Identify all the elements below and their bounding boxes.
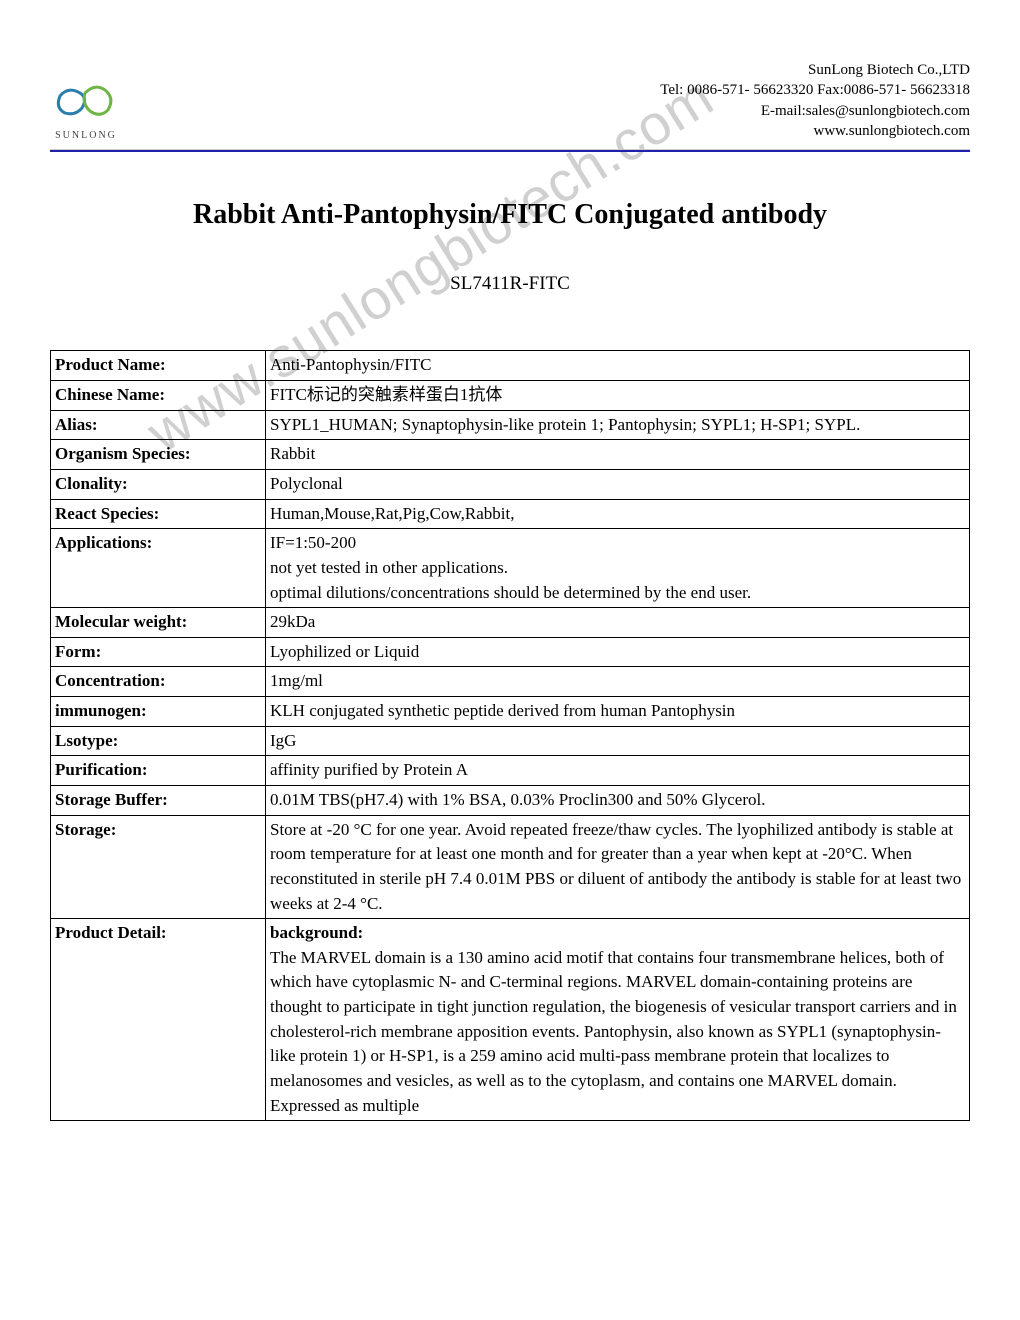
row-label: Clonality: (51, 469, 266, 499)
row-value: FITC标记的突触素样蛋白1抗体 (266, 381, 970, 411)
logo: SUNLONG (50, 78, 122, 141)
row-value: background: The MARVEL domain is a 130 am… (266, 919, 970, 1121)
row-value: Anti-Pantophysin/FITC (266, 351, 970, 381)
row-label: Product Name: (51, 351, 266, 381)
row-value: 0.01M TBS(pH7.4) with 1% BSA, 0.03% Proc… (266, 786, 970, 816)
table-row: Lsotype:IgG (51, 726, 970, 756)
row-value: Polyclonal (266, 469, 970, 499)
table-row: Storage Buffer:0.01M TBS(pH7.4) with 1% … (51, 786, 970, 816)
company-name: SunLong Biotech Co.,LTD (660, 60, 970, 80)
row-label: Form: (51, 637, 266, 667)
table-row: Clonality:Polyclonal (51, 469, 970, 499)
row-label: Chinese Name: (51, 381, 266, 411)
table-row: Applications:IF=1:50-200not yet tested i… (51, 529, 970, 608)
page-title: Rabbit Anti-Pantophysin/FITC Conjugated … (50, 197, 970, 233)
row-value: Lyophilized or Liquid (266, 637, 970, 667)
row-value: Store at -20 °C for one year. Avoid repe… (266, 815, 970, 919)
table-row: Concentration:1mg/ml (51, 667, 970, 697)
table-row: React Species:Human,Mouse,Rat,Pig,Cow,Ra… (51, 499, 970, 529)
logo-icon (50, 78, 122, 128)
company-tel: Tel: 0086-571- 56623320 Fax:0086-571- 56… (660, 80, 970, 100)
spec-table: Product Name:Anti-Pantophysin/FITCChines… (50, 350, 970, 1121)
row-label: Lsotype: (51, 726, 266, 756)
row-label: Storage: (51, 815, 266, 919)
row-label: immunogen: (51, 697, 266, 727)
row-label: Storage Buffer: (51, 786, 266, 816)
row-label: Applications: (51, 529, 266, 608)
header-divider (50, 149, 970, 152)
row-label: React Species: (51, 499, 266, 529)
table-row: Storage:Store at -20 °C for one year. Av… (51, 815, 970, 919)
table-row: Form:Lyophilized or Liquid (51, 637, 970, 667)
table-row: immunogen:KLH conjugated synthetic pepti… (51, 697, 970, 727)
product-code: SL7411R-FITC (50, 273, 970, 295)
row-value: affinity purified by Protein A (266, 756, 970, 786)
table-row: Organism Species:Rabbit (51, 440, 970, 470)
row-value: IgG (266, 726, 970, 756)
company-email: E-mail:sales@sunlongbiotech.com (660, 101, 970, 121)
row-value: Human,Mouse,Rat,Pig,Cow,Rabbit, (266, 499, 970, 529)
table-row: Product Detail:background: The MARVEL dom… (51, 919, 970, 1121)
detail-heading: background: (270, 923, 363, 942)
row-label: Alias: (51, 410, 266, 440)
row-label: Concentration: (51, 667, 266, 697)
table-row: Product Name:Anti-Pantophysin/FITC (51, 351, 970, 381)
row-value: IF=1:50-200not yet tested in other appli… (266, 529, 970, 608)
detail-text: The MARVEL domain is a 130 amino acid mo… (270, 948, 957, 1115)
row-label: Product Detail: (51, 919, 266, 1121)
row-value: SYPL1_HUMAN; Synaptophysin-like protein … (266, 410, 970, 440)
table-row: Alias:SYPL1_HUMAN; Synaptophysin-like pr… (51, 410, 970, 440)
row-value: 1mg/ml (266, 667, 970, 697)
row-value: 29kDa (266, 608, 970, 638)
table-row: Molecular weight:29kDa (51, 608, 970, 638)
row-label: Organism Species: (51, 440, 266, 470)
page-header: SUNLONG SunLong Biotech Co.,LTD Tel: 008… (50, 60, 970, 141)
row-value: Rabbit (266, 440, 970, 470)
row-label: Molecular weight: (51, 608, 266, 638)
logo-text: SUNLONG (55, 130, 117, 141)
row-label: Purification: (51, 756, 266, 786)
company-info: SunLong Biotech Co.,LTD Tel: 0086-571- 5… (660, 60, 970, 141)
row-value: KLH conjugated synthetic peptide derived… (266, 697, 970, 727)
table-row: Chinese Name:FITC标记的突触素样蛋白1抗体 (51, 381, 970, 411)
table-row: Purification:affinity purified by Protei… (51, 756, 970, 786)
company-website: www.sunlongbiotech.com (660, 121, 970, 141)
